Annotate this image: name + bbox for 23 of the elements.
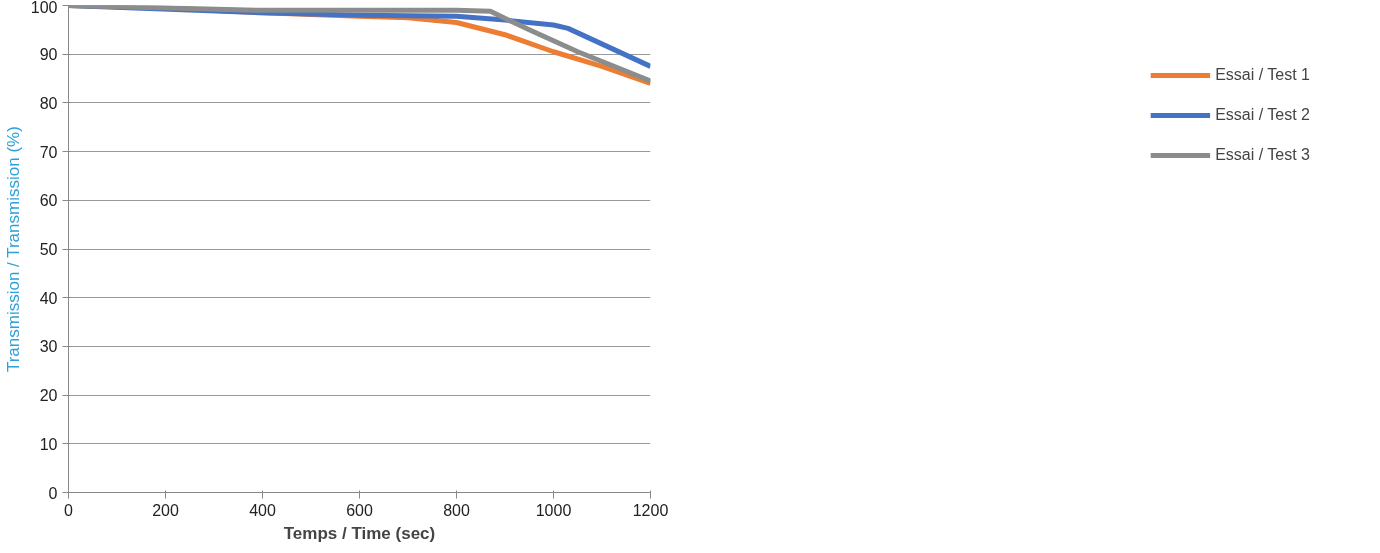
legend-label: Essai / Test 3 [1215, 146, 1310, 164]
y-tick-label: 0 [48, 484, 58, 502]
y-axis-title: Transmission / Transmission (%) [3, 126, 23, 373]
y-tick-label: 20 [39, 387, 58, 405]
x-tick-label: 0 [64, 501, 74, 519]
y-tick-label: 40 [39, 289, 58, 307]
x-tick-label: 800 [443, 501, 470, 519]
y-tick-label: 70 [39, 143, 58, 161]
x-tick-label: 400 [249, 501, 276, 519]
x-tick-label: 600 [346, 501, 373, 519]
legend-label: Essai / Test 1 [1215, 66, 1310, 84]
y-tick-label: 30 [39, 338, 58, 356]
x-tick-label: 200 [152, 501, 179, 519]
x-tick-label: 1000 [535, 501, 572, 519]
legend-label: Essai / Test 2 [1215, 106, 1310, 124]
y-tick-label: 90 [39, 46, 58, 64]
x-tick-label: 1200 [632, 501, 669, 519]
y-tick-label: 50 [39, 241, 58, 258]
y-tick-label: 60 [39, 192, 58, 210]
x-axis-title: Temps / Time (sec) [283, 523, 436, 543]
y-tick-label: 10 [39, 435, 58, 453]
y-tick-label: 80 [39, 94, 58, 112]
y-tick-label: 100 [30, 0, 58, 16]
